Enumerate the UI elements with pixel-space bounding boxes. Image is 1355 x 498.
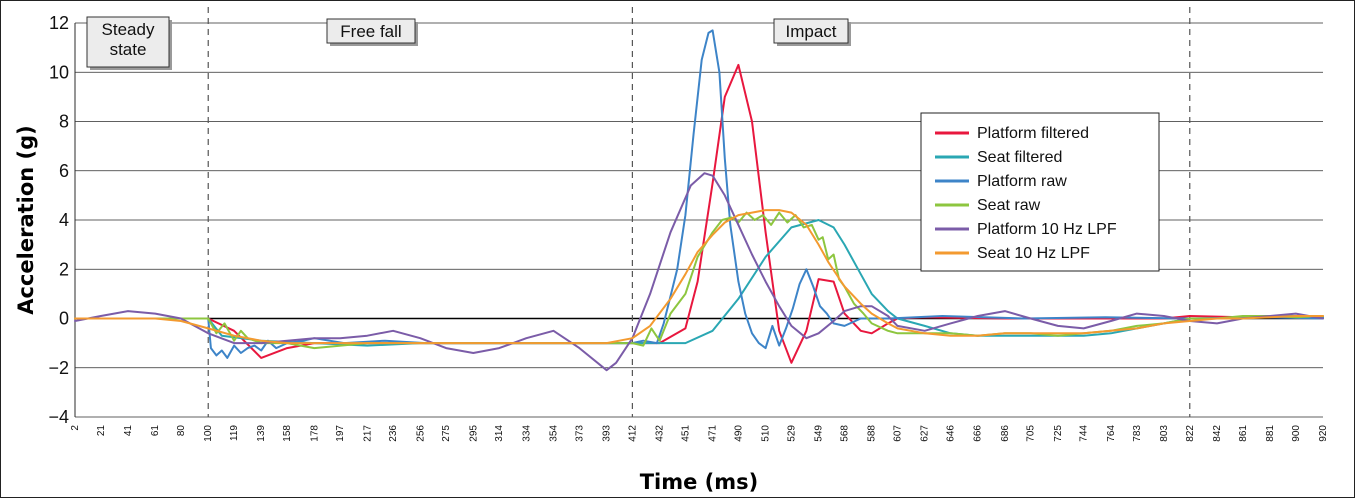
x-tick-label: 588 [867, 425, 878, 442]
x-tick-label: 158 [282, 425, 293, 442]
phase-label-box [773, 18, 849, 44]
series-seat-raw [74, 211, 1324, 350]
x-tick-label: 510 [761, 425, 772, 442]
x-tick-label: 314 [494, 425, 505, 442]
x-tick-label: 61 [150, 425, 161, 437]
x-tick-label: 686 [1000, 425, 1011, 442]
legend: Platform filtered Seat filtered Platform r… [920, 112, 1160, 272]
y-tick-label: 4 [59, 210, 69, 230]
x-tick-label: 295 [468, 425, 479, 442]
x-tick-label: 334 [521, 425, 532, 442]
legend-label: Seat filtered [977, 149, 1062, 166]
phase-label: Impact [773, 18, 851, 46]
x-tick-label: 646 [946, 425, 957, 442]
legend-box [920, 112, 1160, 272]
x-tick-label: 119 [229, 425, 240, 441]
y-tick-label: 0 [59, 309, 69, 329]
phase-label-text: state [110, 40, 147, 59]
legend-label: Platform 10 Hz LPF [977, 221, 1117, 238]
y-tick-label: −4 [48, 407, 69, 427]
x-tick-label: 549 [814, 425, 825, 442]
series-platform-10-hz-lpf [74, 172, 1324, 372]
phase-label-box [326, 18, 416, 44]
phase-label-box [86, 16, 170, 68]
x-tick-label: 529 [786, 425, 797, 442]
phase-label-text: Impact [785, 22, 836, 41]
phase-label-text: Free fall [340, 22, 401, 41]
phase-label-text: Steady [102, 20, 155, 39]
x-tick-label: 451 [680, 425, 691, 442]
y-axis-ticks: −4 −2 0 2 4 6 8 10 12 [48, 13, 69, 427]
y-tick-label: −2 [48, 358, 69, 378]
x-tick-label: 178 [309, 425, 320, 442]
x-tick-label: 842 [1212, 425, 1223, 442]
y-tick-label: 10 [49, 62, 69, 82]
x-tick-label: 705 [1026, 425, 1037, 442]
x-tick-label: 256 [415, 425, 426, 442]
x-tick-label: 861 [1238, 425, 1249, 442]
y-tick-label: 2 [59, 259, 69, 279]
legend-label: Platform filtered [977, 125, 1089, 142]
x-tick-label: 139 [256, 425, 267, 442]
legend-label: Seat raw [977, 197, 1041, 214]
x-axis-ticks: 2 21 41 61 80 100 119 139 158 178 197 217 236 256 275 2… [70, 425, 1329, 442]
y-tick-label: 12 [49, 13, 69, 33]
x-tick-label: 900 [1291, 425, 1302, 442]
x-tick-label: 373 [574, 425, 585, 442]
y-axis-title: Acceleration (g) [14, 125, 38, 315]
x-tick-label: 627 [920, 425, 931, 442]
x-tick-label: 80 [176, 425, 187, 437]
x-tick-label: 920 [1318, 425, 1329, 442]
x-tick-label: 393 [602, 425, 613, 442]
x-tick-label: 881 [1265, 425, 1276, 442]
x-axis-title: Time (ms) [640, 470, 759, 494]
legend-label: Platform raw [977, 173, 1067, 190]
series-lines [74, 29, 1324, 372]
x-tick-label: 490 [733, 425, 744, 442]
x-tick-label: 607 [892, 425, 903, 442]
x-tick-label: 471 [708, 425, 719, 442]
x-tick-label: 666 [973, 425, 984, 442]
x-tick-label: 236 [388, 425, 399, 442]
phase-label: Free fall [326, 18, 418, 46]
legend-label: Seat 10 Hz LPF [977, 245, 1090, 262]
x-tick-label: 783 [1132, 425, 1143, 442]
x-tick-label: 100 [203, 425, 214, 442]
x-tick-label: 217 [362, 425, 373, 442]
x-tick-label: 803 [1159, 425, 1170, 442]
x-tick-label: 2 [70, 425, 81, 431]
x-tick-label: 725 [1053, 425, 1064, 442]
x-tick-label: 275 [441, 425, 452, 442]
grid [74, 22, 1323, 418]
x-tick-label: 197 [335, 425, 346, 442]
x-tick-label: 764 [1106, 425, 1117, 442]
x-tick-label: 21 [96, 425, 107, 437]
x-tick-label: 354 [549, 425, 560, 442]
series-seat-10-hz-lpf [74, 209, 1324, 345]
x-tick-label: 412 [627, 425, 638, 442]
x-tick-label: 744 [1079, 425, 1090, 442]
x-tick-label: 41 [123, 425, 134, 437]
phase-dividers [207, 7, 1191, 417]
y-tick-label: 8 [59, 112, 69, 132]
x-tick-label: 822 [1185, 425, 1196, 442]
x-tick-label: 568 [839, 425, 850, 442]
y-tick-label: 6 [59, 161, 69, 181]
x-tick-label: 432 [655, 425, 666, 442]
